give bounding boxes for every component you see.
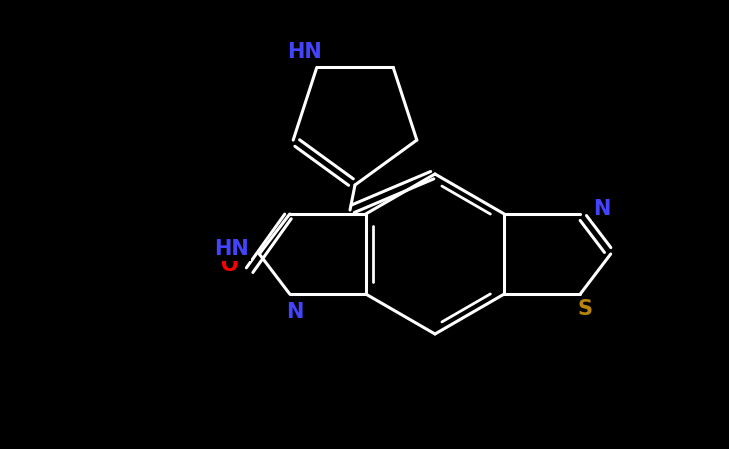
Text: N: N (286, 302, 303, 322)
Text: HN: HN (287, 42, 322, 62)
Text: HN: HN (214, 239, 249, 259)
Text: S: S (578, 299, 593, 319)
Text: N: N (593, 199, 611, 219)
Text: O: O (221, 255, 238, 275)
